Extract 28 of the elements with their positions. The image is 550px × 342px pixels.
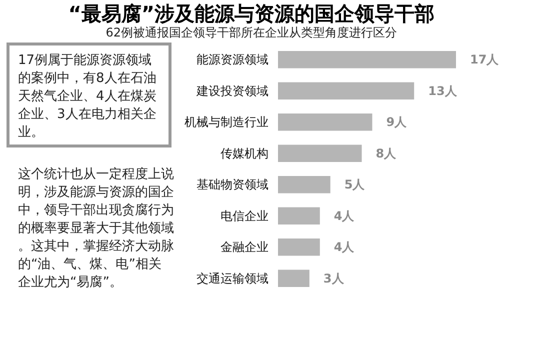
data-label: 9人 <box>386 115 408 130</box>
y-tick-label: 交通运输领域 <box>196 271 268 286</box>
data-label: 5人 <box>344 178 366 192</box>
data-label: 3人 <box>323 271 345 286</box>
bar <box>278 207 320 224</box>
bar <box>278 51 456 68</box>
data-label: 13人 <box>428 84 458 98</box>
data-label: 4人 <box>334 208 356 223</box>
bar <box>278 82 414 100</box>
chart-subtitle: 62例被通报国企领导干部所在企业从类型角度进行区分 <box>106 26 397 40</box>
y-tick-label: 基础物资领域 <box>196 178 268 192</box>
data-label: 8人 <box>376 146 398 160</box>
bar <box>278 114 372 131</box>
y-tick-label: 建设投资领域 <box>196 84 268 98</box>
bar <box>278 270 310 287</box>
bar <box>278 144 362 162</box>
data-label: 17人 <box>470 52 500 67</box>
text: 17例属于能源资源领域的案例中，有8人在石油天然气企业、4人在煤炭企业、3人在电力相关企业。 <box>18 53 156 140</box>
data-label: 4人 <box>334 240 356 254</box>
bar <box>278 176 330 194</box>
chart-title: “最易腐”涉及能源与资源的国企领导干部 <box>68 2 434 26</box>
y-tick-label: 能源资源领域 <box>196 52 268 67</box>
y-tick-label: 机械与制造行业 <box>184 115 268 130</box>
y-tick-label: 金融企业 <box>220 240 268 254</box>
y-tick-label: 电信企业 <box>220 208 268 223</box>
text: 这个统计也从一定程度上说明，涉及能源与资源的国企中，领导干部出现贪腐行为的概率要显著大于其他领域。这其中，掌握经济大动脉的“油、气、煤、电”相关企业尤为“易腐”。 <box>18 166 174 290</box>
bar <box>278 238 320 256</box>
y-tick-label: 传媒机构 <box>220 146 268 160</box>
